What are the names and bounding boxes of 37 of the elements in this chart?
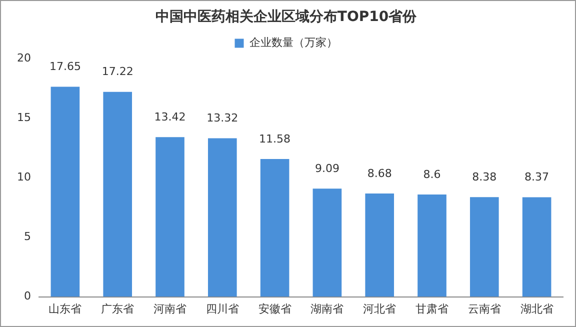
bar	[522, 197, 552, 297]
y-tick-label: 20	[16, 52, 31, 65]
bar	[470, 197, 499, 297]
bar	[103, 92, 132, 297]
chart-title: 中国中医药相关企业区域分布TOP10省份	[155, 8, 418, 26]
bar	[312, 188, 342, 297]
data-label: 17.22	[102, 65, 134, 78]
data-label: 8.68	[367, 166, 392, 180]
bar	[50, 86, 80, 297]
x-tick-label: 广东省	[101, 302, 134, 316]
data-label: 13.42	[154, 110, 186, 124]
bar	[260, 159, 290, 297]
data-label: 13.32	[206, 112, 238, 125]
x-tick-label: 四川省	[206, 302, 239, 316]
x-tick-label: 甘肃省	[416, 302, 448, 316]
y-tick-label: 5	[24, 230, 31, 244]
x-tick-label: 云南省	[468, 302, 501, 316]
data-label: 8.6	[423, 168, 441, 181]
data-label: 11.58	[259, 132, 291, 146]
bar	[156, 137, 184, 297]
y-tick-label: 0	[24, 290, 31, 303]
x-tick-label: 河北省	[363, 302, 396, 316]
data-label: 17.65	[49, 60, 81, 74]
bar	[418, 194, 446, 297]
x-tick-label: 安徽省	[258, 302, 292, 316]
x-tick-label: 河南省	[154, 302, 186, 316]
data-label: 8.38	[472, 170, 497, 184]
data-label: 8.37	[524, 170, 550, 184]
x-tick-label: 湖南省	[310, 302, 344, 316]
bar	[365, 194, 394, 297]
data-label: 9.09	[314, 162, 340, 175]
x-tick-label: 山东省	[48, 302, 82, 316]
bar	[208, 138, 237, 297]
y-tick-label: 10	[16, 170, 31, 184]
legend-label: 企业数量（万家）	[249, 36, 338, 50]
x-tick-label: 湖北省	[520, 302, 554, 316]
y-tick-label: 15	[16, 111, 31, 124]
